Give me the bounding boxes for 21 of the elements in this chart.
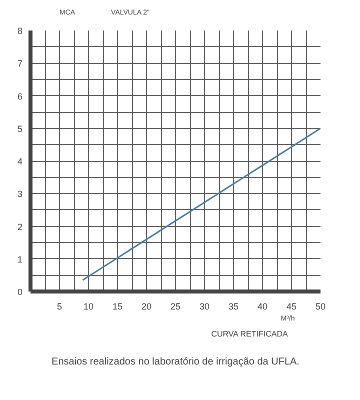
y-tick-label: 8 bbox=[17, 26, 23, 36]
y-tick-label: 7 bbox=[17, 58, 23, 69]
y-tick-label: 5 bbox=[17, 124, 23, 134]
y-tick-label: 4 bbox=[17, 156, 23, 166]
x-tick-label: 10 bbox=[83, 302, 94, 312]
text: Ensaios realizados no laboratório de irrigação da UFLA. bbox=[52, 356, 300, 368]
y-tick-label: 2 bbox=[17, 222, 23, 232]
y-tick-label: 0 bbox=[17, 287, 23, 297]
text: CURVA RETIFICADA bbox=[211, 330, 288, 338]
x-tick-label: 20 bbox=[141, 302, 152, 312]
y-tick-label: 3 bbox=[17, 189, 23, 200]
y-tick-label: 6 bbox=[17, 91, 23, 102]
x-tick-label: 15 bbox=[112, 302, 123, 312]
x-tick-label: 5 bbox=[56, 302, 62, 312]
x-tick-label: 45 bbox=[286, 302, 297, 312]
x-tick-label: 40 bbox=[257, 302, 268, 312]
x-tick-label: 30 bbox=[199, 302, 210, 312]
y-tick-label: 1 bbox=[17, 254, 23, 264]
x-tick-label: 50 bbox=[315, 302, 326, 312]
x-tick-label: 35 bbox=[228, 302, 239, 312]
x-tick-label: 25 bbox=[170, 302, 181, 312]
